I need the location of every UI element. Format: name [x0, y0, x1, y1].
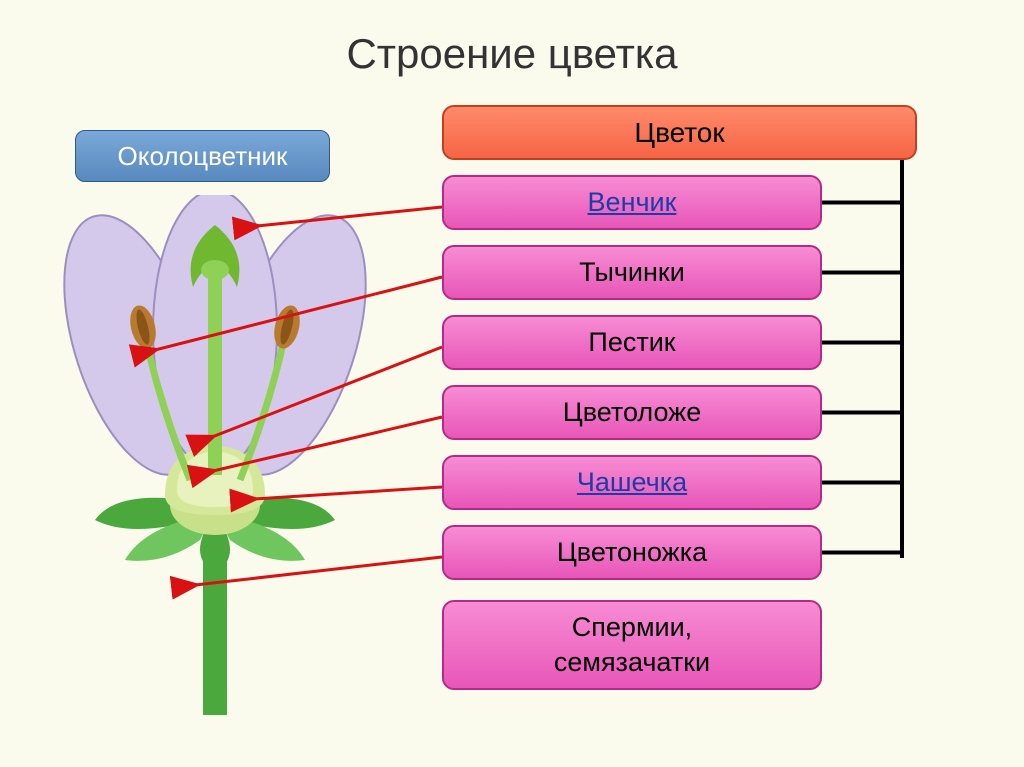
tree-stem-vertical	[900, 160, 904, 558]
parts-list: Венчик Тычинки Пестик Цветоложе Чашечка Цвето…	[442, 175, 822, 595]
part-box-4[interactable]: Чашечка	[442, 455, 822, 510]
extra-label: Спермии,семязачатки	[442, 600, 822, 690]
part-box-0[interactable]: Венчик	[442, 175, 822, 230]
perianth-label: Околоцветник	[75, 130, 330, 182]
flower-header: Цветок	[442, 105, 917, 160]
flower-illustration	[25, 195, 405, 715]
part-box-5: Цветоножка	[442, 525, 822, 580]
part-box-3: Цветоложе	[442, 385, 822, 440]
part-box-1: Тычинки	[442, 245, 822, 300]
page-title: Строение цветка	[0, 0, 1024, 78]
part-box-2: Пестик	[442, 315, 822, 370]
